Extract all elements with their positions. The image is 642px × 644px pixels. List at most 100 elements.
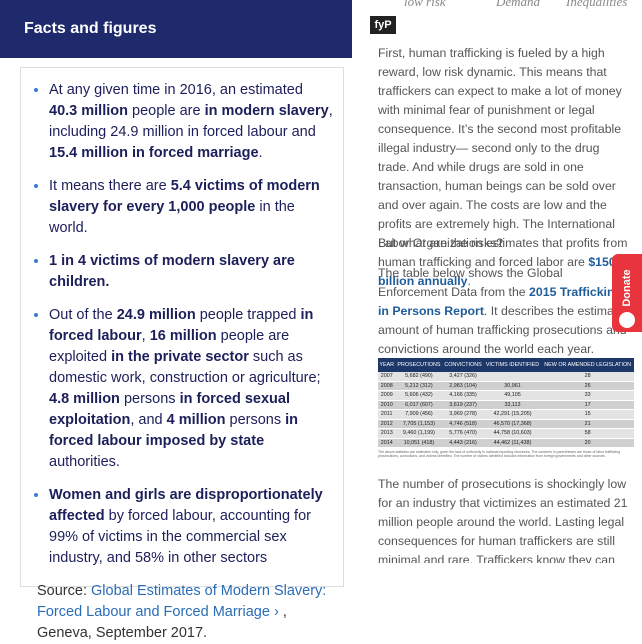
text-run: , including 24.9 million in forced labou…: [49, 103, 333, 140]
table-cell: 4,166 (335): [442, 390, 484, 401]
table-cell: 2,983 (104): [442, 381, 484, 391]
table-cell: 4,746 (518): [442, 419, 484, 429]
table-cell: 5,682 (490): [395, 372, 443, 382]
text-run: in forced labour imposed by state: [49, 412, 299, 449]
facts-box: At any given time in 2016, an estimated …: [20, 67, 344, 641]
table-cell: 9,460 (1,199): [395, 428, 443, 439]
text-run: ,: [141, 328, 150, 344]
text-run: in modern slavery: [204, 103, 329, 119]
table-cell: 2014: [378, 438, 396, 448]
text-run: 4 million: [166, 412, 226, 428]
fact-item: At any given time in 2016, an estimated …: [49, 80, 333, 164]
table-row: 2011 7,909 (456) 3,969 (278) 42,291 (15,205…: [378, 409, 634, 420]
table-cell: 2009: [378, 390, 396, 401]
table-cell: 3,969 (278): [442, 409, 484, 420]
heart-icon: [619, 312, 635, 328]
text-run: 15.4 million in forced marriage: [49, 145, 259, 161]
text-run: such as domestic work, construction or a…: [49, 349, 321, 386]
column-header: NEW OR AMENDED LEGISLATION: [541, 358, 634, 372]
text-run: .: [467, 274, 471, 288]
table-row: 2008 5,212 (312) 2,983 (104) 30,961 26: [378, 381, 634, 391]
paragraph: First, human trafficking is fueled by a …: [378, 44, 634, 291]
text-run: . It describes the estimated amount of h…: [378, 304, 631, 356]
donate-label: Donate: [621, 269, 633, 307]
fact-item: 1 in 4 victims of modern slavery are chi…: [49, 251, 333, 293]
table-cell: 4,443 (216): [442, 438, 484, 448]
text-run: Women and girls are disproportionately a…: [49, 487, 323, 524]
table-cell: 15: [541, 409, 634, 420]
text-run: persons: [119, 391, 180, 407]
table-cell: 5,776 (470): [442, 428, 484, 439]
paragraph: But what are the risks?: [378, 234, 634, 253]
table-row: 2009 5,606 (432) 4,166 (335) 49,105 33: [378, 390, 634, 401]
column-header: CONVICTIONS: [442, 358, 484, 372]
text-run: .: [258, 145, 263, 161]
table-cell: 2008: [378, 381, 396, 391]
table-cell: 30,961: [483, 381, 542, 391]
table-row: 2007 5,682 (490) 3,427 (326) 28: [378, 372, 634, 382]
social-icons[interactable]: fyP: [370, 16, 396, 34]
table-cell: 26: [541, 381, 634, 391]
table-cell: 44,462 (11,438): [483, 438, 542, 448]
text-run: by forced labour, accounting for 99% of …: [49, 508, 311, 566]
text-run: people trapped: [195, 307, 301, 323]
text-run: people are: [127, 103, 205, 119]
fact-item: Women and girls are disproportionately a…: [49, 485, 333, 569]
text-run: in forced sexual exploitation: [49, 391, 290, 428]
facts-list: At any given time in 2016, an estimated …: [21, 80, 343, 569]
table-cell: 17: [541, 400, 634, 410]
text-run: The table below shows the Global Enforce…: [378, 266, 563, 299]
table-cell: 28: [541, 372, 634, 382]
table-cell: 44,758 (10,603): [483, 428, 542, 439]
fact-item: It means there are 5.4 victims of modern…: [49, 176, 333, 239]
paragraph: The number of prosecutions is shockingly…: [378, 475, 634, 563]
text-run: persons: [225, 412, 286, 428]
panel-header: Facts and figures: [0, 0, 352, 58]
text-run: 1 in 4 victims of modern slavery are chi…: [49, 253, 295, 290]
tab[interactable]: Demand: [496, 0, 541, 9]
text-run: The number of prosecutions is shockingly…: [378, 477, 628, 563]
text-run: 5.4 victims of modern slavery for every …: [49, 178, 320, 215]
table-cell: 20: [541, 438, 634, 448]
table-note: The above statistics are estimates only,…: [378, 450, 621, 458]
table-cell: 58: [541, 428, 634, 439]
table-cell: 7,909 (456): [395, 409, 443, 420]
fact-item: Out of the 24.9 million people trapped i…: [49, 305, 333, 473]
table-cell: 2007: [378, 372, 396, 382]
table-cell: 2010: [378, 400, 396, 410]
table-row: 2010 6,017 (607) 3,619 (237) 33,113 17: [378, 400, 634, 410]
tabs: low risk Demand Inequalities: [368, 0, 642, 16]
text-run: 40.3 million: [49, 103, 128, 119]
link[interactable]: 2015 Trafficking in Persons Report: [378, 285, 622, 318]
text-run: At any given time in 2016, an estimated: [49, 82, 303, 98]
text-run: , and: [130, 412, 167, 428]
page: Facts and figures At any given time in 2…: [0, 0, 642, 563]
table-cell: 33,113: [483, 400, 542, 410]
table-row: 2013 9,460 (1,199) 5,776 (470) 44,758 (10,6…: [378, 428, 634, 439]
table-cell: 46,570 (17,368): [483, 419, 542, 429]
table-cell: 2013: [378, 428, 396, 439]
table-cell: 42,291 (15,205): [483, 409, 542, 420]
table-cell: 5,212 (312): [395, 381, 443, 391]
text-run: 16 million: [149, 328, 217, 344]
text-run: Source:: [37, 583, 91, 599]
table-cell: 49,105: [483, 390, 542, 401]
text-run: authorities.: [49, 454, 120, 470]
column-header: VICTIMS IDENTIFIED: [483, 358, 542, 372]
table-cell: 21: [541, 419, 634, 429]
text-run: in the world.: [49, 199, 295, 236]
article: low risk Demand Inequalities fyP First, hu…: [368, 0, 642, 563]
column-header: YEAR: [378, 358, 396, 372]
text-run: in the private sector: [111, 349, 249, 365]
table-cell: 7,705 (1,153): [395, 419, 443, 429]
donate-button[interactable]: Donate: [612, 254, 642, 332]
tab[interactable]: low risk: [404, 0, 446, 9]
table-row: 2014 10,051 (418) 4,443 (216) 44,462 (11,43…: [378, 438, 634, 448]
link[interactable]: $150 billion annually: [378, 255, 616, 288]
table-cell: 33: [541, 390, 634, 401]
table-row: 2012 7,705 (1,153) 4,746 (518) 46,570 (17,3…: [378, 419, 634, 429]
source: Source: Global Estimates of Modern Slave…: [21, 581, 343, 644]
facts-panel: Facts and figures At any given time in 2…: [0, 0, 352, 641]
table-cell: 10,051 (418): [395, 438, 443, 448]
tab[interactable]: Inequalities: [566, 0, 628, 9]
